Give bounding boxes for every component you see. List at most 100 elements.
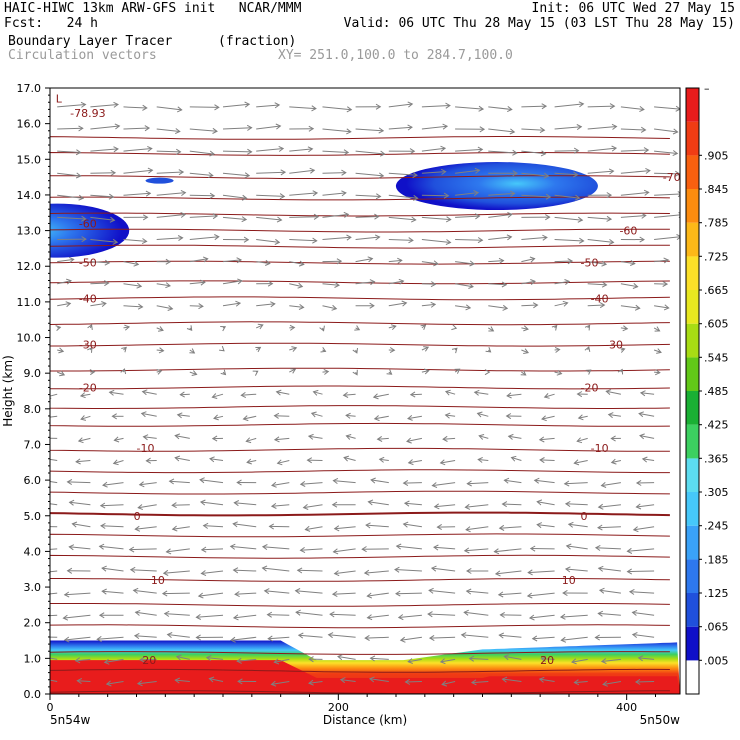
circulation-vector (431, 567, 456, 572)
circulation-vector-head (68, 499, 75, 506)
circulation-vector (653, 327, 660, 332)
circulation-vector-head (404, 678, 411, 685)
circulation-vector (421, 105, 450, 108)
circulation-vector-head (617, 368, 624, 375)
isotherm-label: -60 (79, 217, 97, 230)
circulation-vector-head (369, 302, 375, 309)
circulation-vector (635, 681, 655, 683)
circulation-vector (541, 415, 555, 420)
circulation-vector (598, 504, 621, 508)
circulation-vector (467, 482, 489, 485)
circulation-vector-head (44, 456, 49, 461)
circulation-vector-head (274, 102, 281, 109)
circulation-vector (554, 172, 578, 176)
circulation-vector (289, 106, 316, 110)
isotherm-line (50, 321, 670, 326)
circulation-vector-head (141, 389, 148, 396)
circulation-vector-head (295, 609, 301, 616)
circulation-vector (289, 305, 304, 308)
circulation-vector-head (466, 567, 472, 574)
y-tick-label: 14.0 (17, 189, 42, 202)
circulation-vector-head (205, 655, 212, 661)
colorbar-label: .305 (704, 486, 729, 499)
circulation-vector (333, 548, 356, 553)
isotherm-minimum-marker: L (56, 92, 63, 105)
circulation-vector (72, 523, 91, 528)
circulation-vector (322, 128, 351, 133)
circulation-vector (123, 169, 153, 174)
circulation-vector-head (538, 676, 545, 683)
circulation-vector (554, 103, 584, 108)
isotherm-line (50, 405, 670, 409)
circulation-vector-head (367, 256, 374, 263)
circulation-vector (289, 368, 296, 373)
circulation-vector-head (536, 522, 542, 529)
circulation-vector (230, 545, 257, 550)
circulation-vector-head (631, 609, 638, 616)
circulation-vector-head (195, 634, 201, 641)
circulation-vector-head (136, 680, 143, 687)
circulation-vector (355, 216, 379, 218)
circulation-vector-head (246, 124, 253, 131)
circulation-vector (554, 216, 583, 221)
circulation-vector (277, 460, 290, 464)
circulation-vector-head (209, 150, 216, 157)
colorbar-label: .845 (704, 183, 729, 196)
circulation-vector (508, 435, 522, 439)
circulation-vector-head (280, 169, 287, 176)
circulation-vector-head (111, 413, 117, 420)
circulation-vector-head (442, 435, 448, 442)
circulation-vector (322, 106, 352, 111)
circulation-vector-head (247, 148, 253, 155)
circulation-vector-head (124, 324, 131, 331)
circulation-vector (213, 415, 224, 419)
circulation-vector-head (395, 590, 401, 597)
circulation-vector-head (440, 168, 447, 175)
circulation-vector (654, 150, 678, 154)
x-tick-label: 400 (616, 701, 637, 714)
circulation-vector-head (584, 324, 591, 331)
circulation-vector (289, 283, 303, 288)
circulation-vector-head (506, 106, 513, 113)
circulation-vector (206, 657, 224, 660)
circulation-vector (564, 482, 588, 485)
circulation-vector-head (640, 126, 647, 133)
circulation-vector-head (337, 654, 343, 661)
circulation-vector-head (147, 145, 153, 152)
circulation-vector-head (374, 234, 381, 241)
circulation-vector-head (507, 433, 514, 440)
circulation-vector-head (63, 636, 70, 643)
upper-tracer-anvil (395, 162, 598, 211)
circulation-vector-head (576, 124, 583, 131)
circulation-vector-head (44, 655, 49, 660)
circulation-vector (233, 523, 257, 528)
circulation-vector-head (433, 503, 440, 510)
circulation-vector (256, 216, 282, 221)
circulation-vector-head (346, 234, 352, 241)
circulation-vector-head (639, 433, 645, 440)
circulation-vector-head (98, 543, 105, 550)
circulation-vector (587, 304, 605, 307)
circulation-vector (587, 147, 617, 152)
y-tick-label: 3.0 (24, 581, 42, 594)
circulation-vector-head (676, 234, 680, 240)
circulation-vector (274, 658, 290, 663)
isotherm-line (50, 511, 670, 517)
circulation-vector-head (306, 457, 313, 464)
isotherm-line (50, 212, 670, 217)
circulation-vector-head (245, 437, 252, 444)
circulation-vector-head (39, 524, 43, 529)
isotherm-label: -40 (591, 292, 609, 305)
circulation-vector (455, 106, 484, 110)
circulation-vector (404, 502, 422, 506)
circulation-vector (654, 128, 678, 133)
circulation-vector-head (68, 256, 75, 263)
circulation-vector-head (439, 658, 446, 665)
isotherm-label: -70 (663, 171, 681, 184)
circulation-vector-head (232, 567, 239, 574)
circulation-vector (488, 327, 494, 332)
circulation-vector (388, 302, 407, 307)
circulation-vector-head (643, 147, 650, 154)
circulation-vector (603, 681, 621, 685)
circulation-vector (654, 214, 680, 218)
